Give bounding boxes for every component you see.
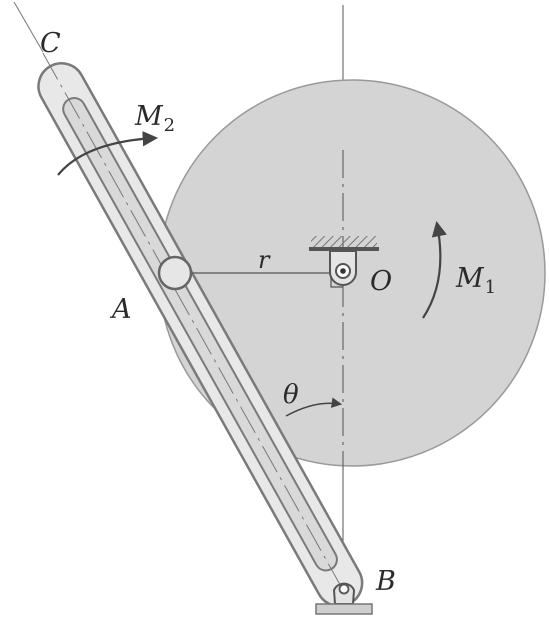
angle-theta-arc	[285, 397, 343, 417]
label-m2: M2	[134, 101, 175, 136]
ground-hatch-o	[311, 236, 377, 247]
moment-m1-arrow	[422, 220, 447, 319]
label-r: r	[258, 246, 271, 274]
label-c: C	[40, 28, 61, 59]
label-o: O	[370, 266, 392, 297]
label-a: A	[109, 294, 132, 325]
slider-pin-a	[157, 255, 193, 291]
label-b: B	[375, 566, 396, 597]
label-theta: θ	[283, 380, 299, 410]
slotted-bar	[37, 52, 364, 608]
moment-m2-arrow	[57, 131, 159, 176]
label-m1: M1	[455, 263, 496, 298]
bar-axis-extension	[13, 1, 44, 53]
ground-base-b	[315, 603, 373, 615]
